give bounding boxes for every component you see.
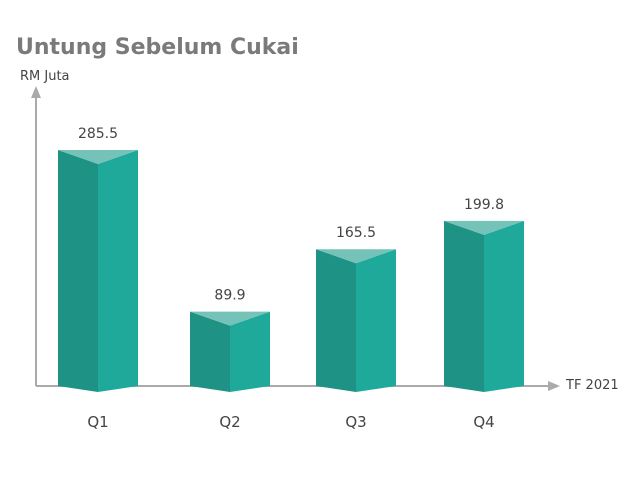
bar-top-face [190,311,270,326]
bar-top-face [444,220,524,235]
bar-left-face [316,249,356,392]
category-label-q2: Q2 [219,413,240,431]
bar-left-face [58,150,98,392]
bars: 285.5 Q1 89.9 Q2 165.5 Q3 199.8 Q4 [58,126,524,431]
bar-left-face [190,311,230,392]
bar-q2 [190,311,270,392]
bar-right-face [230,311,270,392]
chart-title: Untung Sebelum Cukai [16,35,299,60]
bar-q3 [316,249,396,392]
category-label-q1: Q1 [87,413,108,431]
bar-left-face [444,220,484,392]
y-axis-label: RM Juta [20,69,70,84]
x-axis-label: TF 2021 [565,378,619,393]
value-label-q4: 199.8 [464,197,504,213]
category-label-q4: Q4 [473,413,494,431]
x-axis-arrow [548,381,560,391]
value-label-q2: 89.9 [214,288,245,304]
bar-right-face [484,220,524,392]
bar-top-face [58,150,138,164]
bar-right-face [356,249,396,392]
bar-top-face [316,249,396,264]
bar-right-face [98,150,138,392]
y-axis-arrow [31,86,41,98]
bar-q1 [58,150,138,392]
category-label-q3: Q3 [345,413,366,431]
value-label-q1: 285.5 [78,126,118,142]
value-label-q3: 165.5 [336,225,376,241]
bar-q4 [444,220,524,392]
